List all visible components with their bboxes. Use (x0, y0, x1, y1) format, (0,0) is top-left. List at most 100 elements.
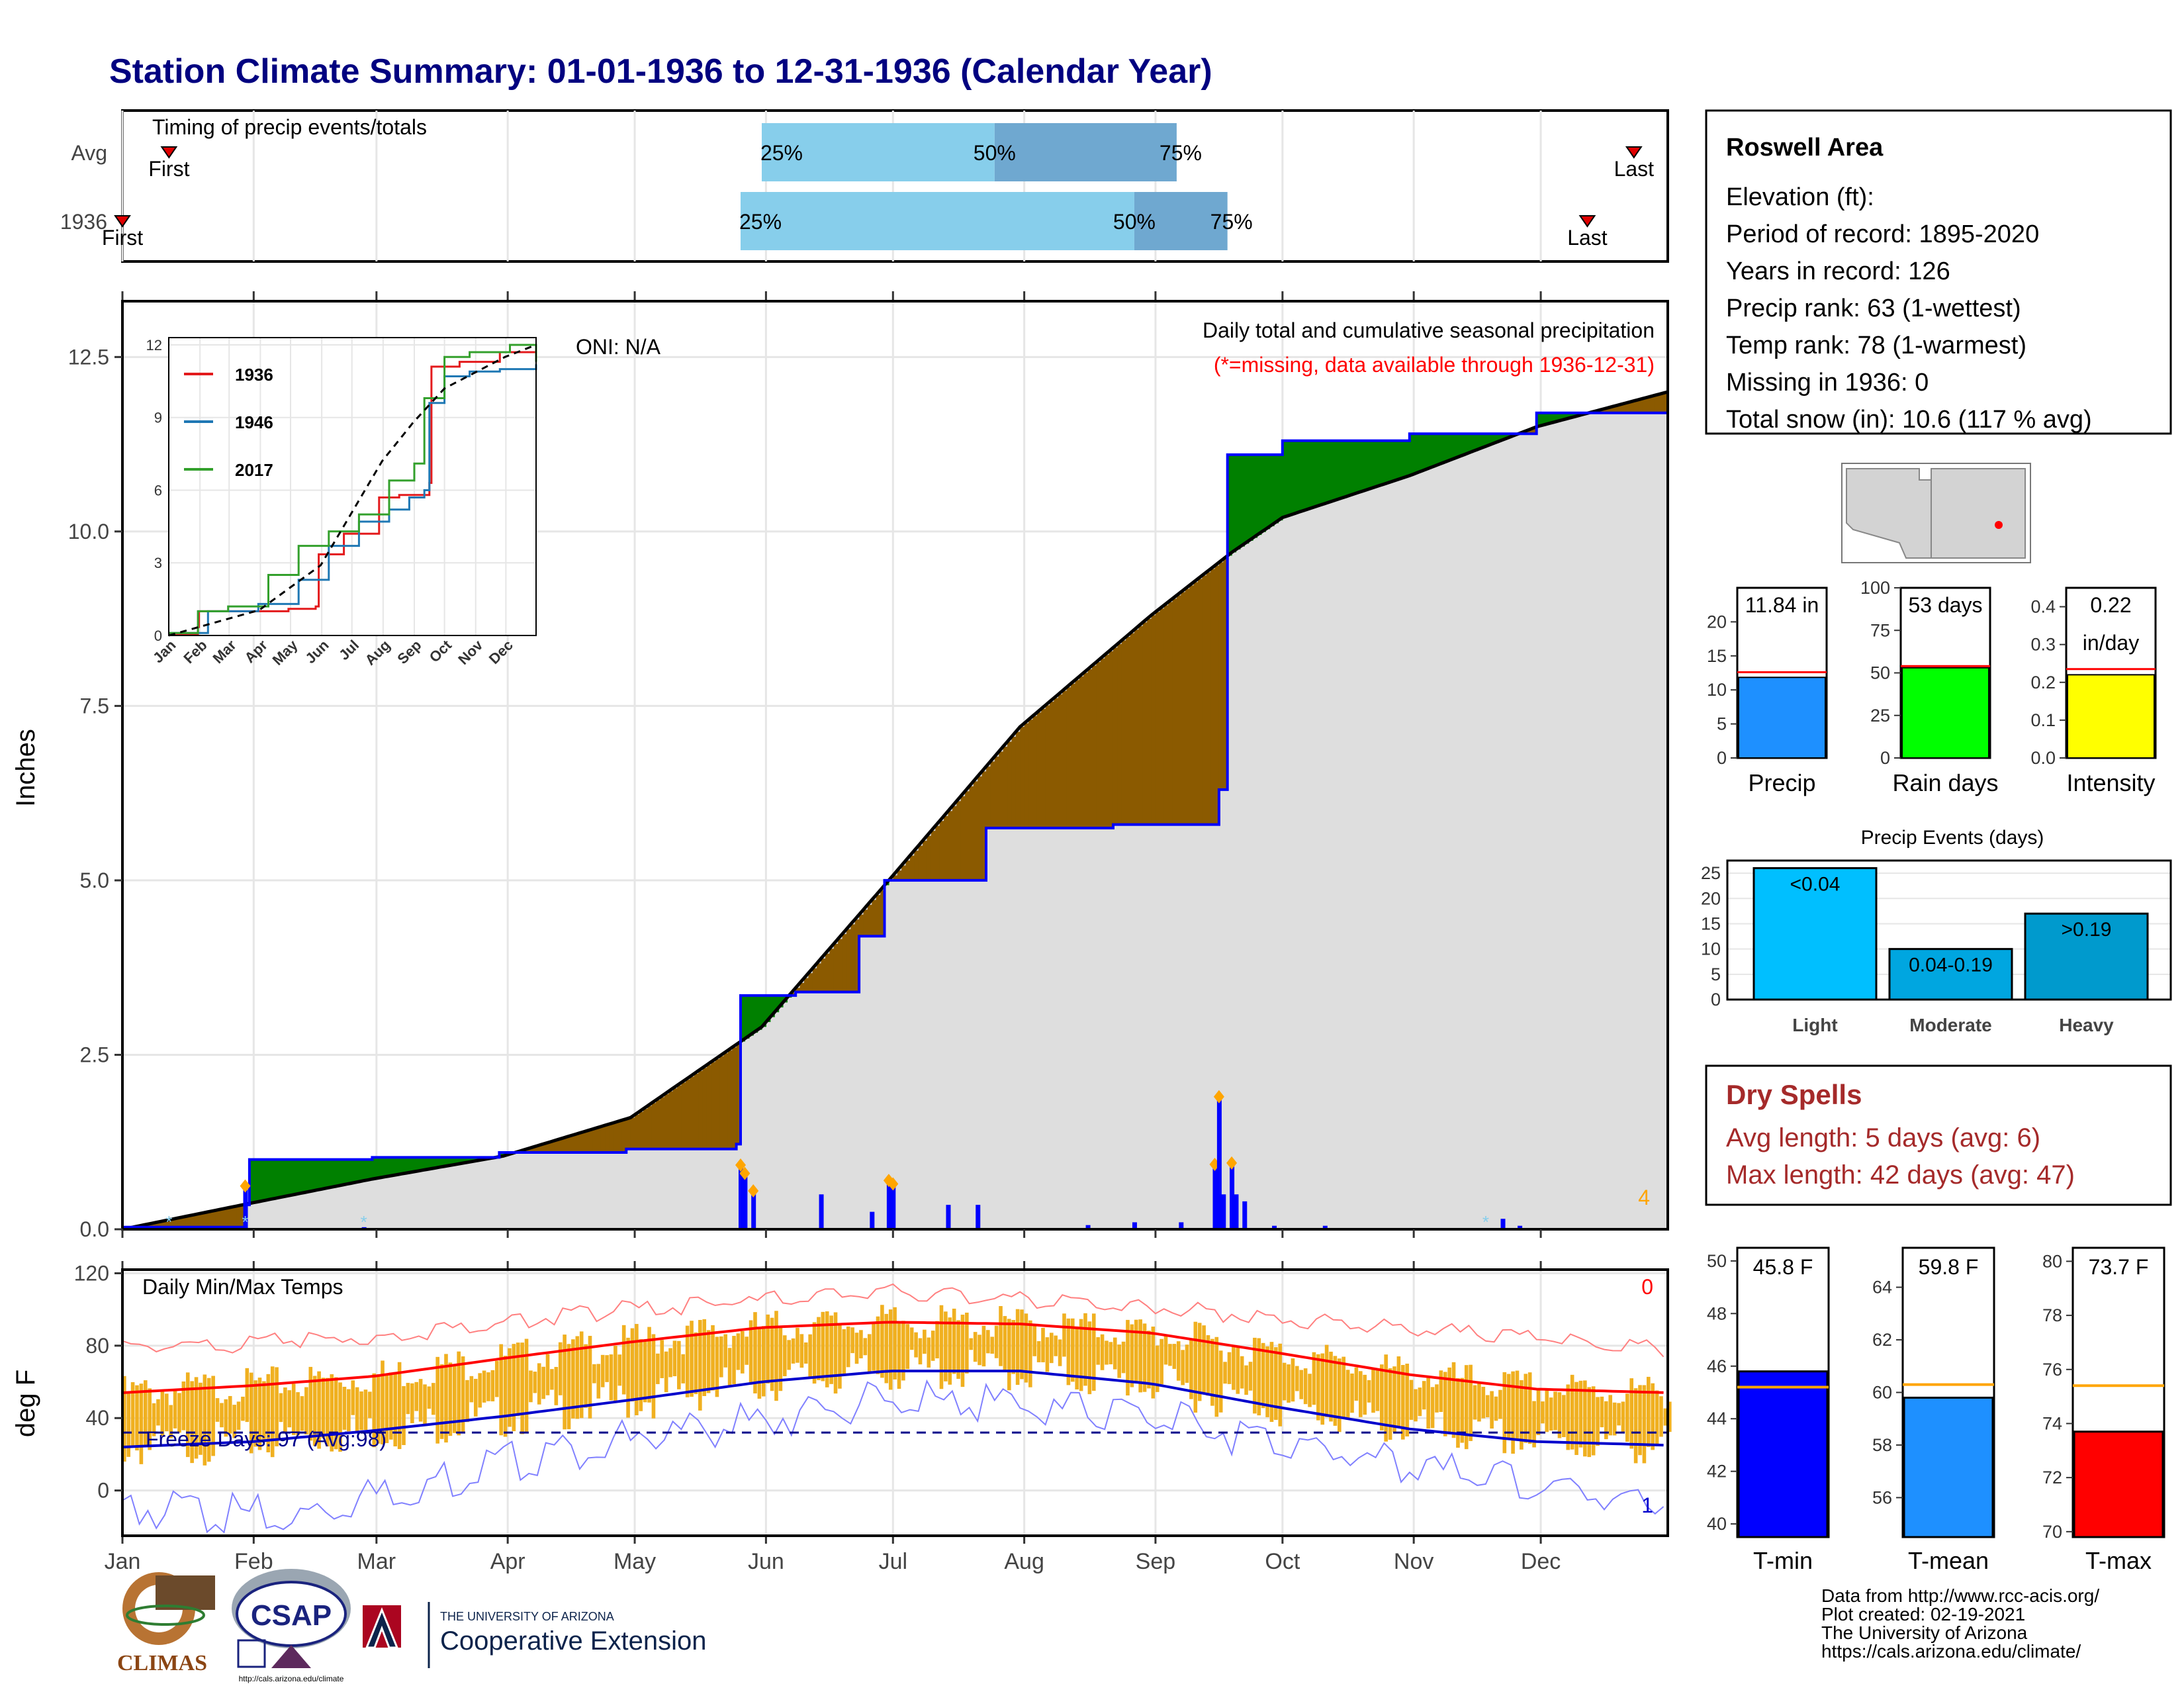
daily-temp-bar (914, 1332, 918, 1358)
deficit-fill (600, 1126, 606, 1153)
deficit-fill (948, 811, 953, 880)
daily-temp-bar (1473, 1385, 1477, 1420)
daily-temp-bar (452, 1364, 457, 1433)
daily-temp-bar (245, 1368, 250, 1423)
daily-precip-bar (751, 1191, 756, 1229)
deficit-fill (545, 1143, 551, 1153)
surplus-fill (1418, 434, 1423, 473)
deficit-fill (1109, 651, 1114, 828)
daily-temp-bar (732, 1336, 736, 1385)
daily-temp-bar (1642, 1385, 1647, 1464)
surplus-fill (761, 995, 766, 1027)
deficit-fill (677, 1085, 682, 1149)
deficit-fill (1087, 669, 1093, 828)
surplus-fill (406, 1157, 411, 1174)
daily-temp-bar (1240, 1356, 1244, 1389)
daily-precip-marker (735, 1158, 746, 1172)
daily-temp-bar (359, 1391, 363, 1430)
daily-temp-bar (1596, 1397, 1600, 1446)
daily-temp-bar (1151, 1327, 1156, 1399)
daily-temp-bar (614, 1345, 617, 1403)
daily-temp-bar (1181, 1350, 1185, 1385)
deficit-fill (1138, 626, 1144, 825)
deficit-fill (1638, 399, 1643, 413)
daily-temp-bar (287, 1390, 292, 1428)
temp-ytick-label-2: 80 (85, 1334, 109, 1358)
month-label-mar: Mar (357, 1549, 396, 1574)
daily-temp-bar (1320, 1353, 1325, 1425)
daily-temp-bar (169, 1405, 173, 1438)
surplus-fill (432, 1157, 436, 1169)
surplus-fill (342, 1159, 347, 1186)
daily-temp-bar (1036, 1341, 1041, 1362)
deficit-fill (960, 796, 966, 880)
daily-temp-bar (1524, 1374, 1528, 1443)
daily-temp-bar (1342, 1356, 1346, 1419)
record-low-line (122, 1379, 1664, 1534)
dry-spells-title: Dry Spells (1726, 1079, 1862, 1110)
deficit-fill (876, 895, 881, 937)
daily-temp-bar (596, 1364, 601, 1399)
daily-temp-bar (185, 1372, 190, 1458)
timing-p50-label: 50% (1113, 210, 1156, 234)
daily-temp-bar (1269, 1342, 1274, 1423)
surplus-fill (1485, 434, 1490, 447)
daily-temp-bar (1168, 1344, 1172, 1366)
daily-temp-bar (812, 1322, 817, 1384)
deficit-fill (220, 1209, 225, 1227)
events-bar-label-1: 0.04-0.19 (1909, 955, 1993, 976)
temp-bar-tick-label-2-3: 76 (2042, 1360, 2062, 1380)
events-ytick-3: 15 (1701, 914, 1721, 933)
deficit-fill (1206, 572, 1211, 825)
events-bar-light (1752, 867, 1878, 1001)
daily-precip-bar (819, 1194, 824, 1229)
inset-line-2017 (169, 344, 537, 634)
surplus-fill (749, 995, 754, 1036)
deficit-fill (838, 939, 843, 992)
deficit-fill (956, 801, 962, 880)
deficit-fill (550, 1142, 555, 1153)
surplus-fill (1481, 434, 1486, 448)
daily-temp-bar (639, 1339, 643, 1411)
deficit-fill (897, 870, 902, 880)
deficit-fill (706, 1064, 711, 1149)
deficit-fill (990, 761, 995, 828)
daily-temp-bar (308, 1366, 313, 1441)
surplus-fill (1430, 434, 1435, 468)
daily-temp-bar (473, 1378, 478, 1417)
surplus-fill (1291, 440, 1296, 515)
temp-bar-value-0 (1737, 1370, 1829, 1538)
daily-temp-bar (1456, 1378, 1460, 1448)
daily-temp-bar (1405, 1364, 1409, 1436)
surplus-fill (376, 1157, 381, 1178)
deficit-fill (1066, 687, 1071, 828)
daily-temp-bar (1218, 1350, 1223, 1413)
daily-temp-bar (194, 1377, 199, 1459)
inset-legend-1936: 1936 (235, 365, 273, 385)
observed-cumulative-line (122, 402, 1669, 1229)
daily-temp-bar (677, 1340, 681, 1389)
deficit-fill (224, 1208, 229, 1227)
surplus-fill (1338, 440, 1343, 500)
mini-bar-tick-label-1-1: 25 (1870, 706, 1890, 726)
daily-temp-bar (537, 1363, 541, 1405)
month-label-feb: Feb (234, 1549, 273, 1574)
mini-bar-label-0: Precip (1748, 769, 1815, 796)
temp-bar-tick-label-1-2: 60 (1872, 1383, 1892, 1403)
daily-temp-bar (516, 1342, 520, 1417)
station-line-temp-rank: Temp rank: 78 (1-warmest) (1726, 332, 2026, 359)
events-bar-label-0: <0.04 (1790, 873, 1841, 895)
surplus-fill (414, 1157, 420, 1172)
daily-temp-bar (199, 1382, 203, 1455)
daily-temp-bar (685, 1325, 690, 1397)
timing-row-avg-label: Avg (71, 141, 107, 165)
daily-temp-bar (1147, 1331, 1151, 1389)
timing-p25-label: 25% (760, 141, 803, 165)
surplus-fill (435, 1157, 441, 1168)
dry-spells-box: Dry Spells Avg length: 5 days (avg: 6) M… (1705, 1064, 2172, 1206)
temp-bar-value-2 (2073, 1430, 2164, 1538)
deficit-fill (833, 943, 839, 992)
daily-temp-bar (1028, 1320, 1032, 1387)
deficit-fill (1659, 394, 1664, 413)
daily-temp-bar (1117, 1344, 1121, 1378)
